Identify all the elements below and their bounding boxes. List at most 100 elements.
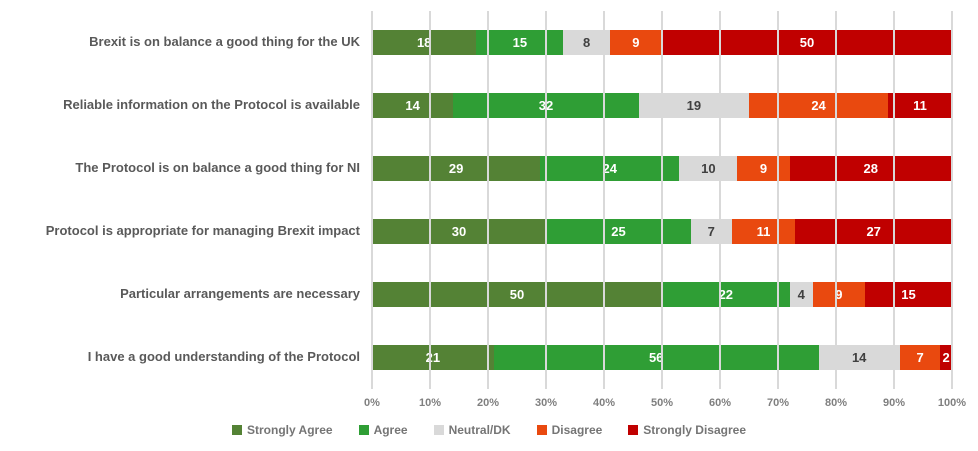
- segment-value-label: 11: [756, 224, 771, 239]
- segment-value-label: 25: [611, 224, 626, 239]
- category-label: Protocol is appropriate for managing Bre…: [45, 223, 360, 239]
- x-tick-label: 60%: [708, 397, 732, 409]
- bar-segment-agree: 15: [476, 30, 564, 55]
- x-tick-label: 40%: [592, 397, 616, 409]
- category-label: Brexit is on balance a good thing for th…: [89, 34, 360, 50]
- segment-value-label: 24: [811, 98, 826, 113]
- legend-label: Strongly Agree: [246, 423, 333, 437]
- legend-label: Neutral/DK: [448, 423, 511, 437]
- legend-label: Agree: [373, 423, 408, 437]
- plot-area: 1815895014321924112924109283025711275022…: [371, 11, 953, 389]
- bar-segment-strongly-disagree: 28: [789, 156, 952, 181]
- bar-row: 18 15 8 9 50: [372, 11, 952, 74]
- segment-value-label: 14: [851, 350, 867, 365]
- category-slot: The Protocol is on balance a good thing …: [0, 137, 366, 200]
- legend-item-strongly-agree: Strongly Agree: [231, 423, 333, 437]
- bar-segment-disagree: 11: [731, 219, 796, 244]
- stacked-bar: 30 25 7 11 27: [372, 219, 952, 244]
- segment-value-label: 10: [701, 161, 716, 176]
- bar-segment-strongly-disagree: 11: [888, 93, 952, 118]
- segment-value-label: 19: [686, 98, 702, 113]
- x-tick-label: 30%: [534, 397, 558, 409]
- legend: Strongly Agree Agree Neutral/DK Disagree Str…: [0, 423, 978, 437]
- bar-segment-neutral-dk: 14: [818, 345, 900, 370]
- x-tick-label: 100%: [937, 397, 967, 409]
- segment-value-label: 22: [718, 287, 734, 302]
- segment-value-label: 50: [509, 287, 525, 302]
- legend-item-strongly-disagree: Strongly Disagree: [628, 423, 746, 437]
- gridline: [661, 11, 663, 389]
- x-tick-label: 20%: [476, 397, 500, 409]
- category-label: Reliable information on the Protocol is …: [63, 97, 360, 113]
- legend-item-neutral-dk: Neutral/DK: [433, 423, 511, 437]
- bar-segment-strongly-disagree: 27: [795, 219, 952, 244]
- stacked-bar: 50 22 4 9 15: [372, 282, 952, 307]
- legend-marker-icon: [628, 425, 639, 435]
- segment-value-label: 9: [835, 287, 843, 302]
- segment-value-label: 50: [799, 35, 815, 50]
- category-label: The Protocol is on balance a good thing …: [75, 160, 360, 176]
- category-slot: Protocol is appropriate for managing Bre…: [0, 200, 366, 263]
- category-label: Particular arrangements are necessary: [120, 286, 360, 302]
- segment-value-label: 9: [759, 161, 768, 176]
- gridline: [951, 11, 953, 389]
- bar-segment-neutral-dk: 4: [789, 282, 813, 307]
- bar-segment-strongly-agree: 21: [372, 345, 494, 370]
- bar-segment-neutral-dk: 19: [638, 93, 749, 118]
- segment-value-label: 56: [648, 350, 664, 365]
- segment-value-label: 14: [405, 98, 420, 113]
- segment-value-label: 29: [448, 161, 464, 176]
- bar-segment-neutral-dk: 7: [691, 219, 732, 244]
- segment-value-label: 24: [602, 161, 618, 176]
- bar-segment-strongly-disagree: 2: [940, 345, 952, 370]
- legend-label: Disagree: [551, 423, 603, 437]
- bar-segment-agree: 56: [493, 345, 819, 370]
- bar-segment-disagree: 9: [609, 30, 662, 55]
- x-tick-label: 70%: [766, 397, 790, 409]
- legend-marker-icon: [433, 425, 444, 435]
- gridline: [893, 11, 895, 389]
- bar-segment-agree: 25: [546, 219, 691, 244]
- legend-marker-icon: [358, 425, 369, 435]
- segment-value-label: 7: [707, 224, 715, 239]
- category-slot: Reliable information on the Protocol is …: [0, 74, 366, 137]
- segment-value-label: 8: [582, 35, 591, 50]
- segment-value-label: 30: [451, 224, 467, 239]
- bar-segment-neutral-dk: 10: [679, 156, 738, 181]
- gridline: [487, 11, 489, 389]
- bar-segment-agree: 24: [540, 156, 680, 181]
- segment-value-label: 2: [942, 350, 950, 365]
- x-tick-label: 80%: [824, 397, 848, 409]
- stacked-bar: 18 15 8 9 50: [372, 30, 952, 55]
- segment-value-label: 21: [425, 350, 441, 365]
- bar-segment-disagree: 7: [899, 345, 941, 370]
- bar-segment-strongly-agree: 50: [372, 282, 662, 307]
- bar-segment-disagree: 24: [748, 93, 889, 118]
- gridline: [545, 11, 547, 389]
- bar-segment-disagree: 9: [812, 282, 865, 307]
- bar-segment-agree: 22: [662, 282, 790, 307]
- stacked-bar: 21 56 14 7 2: [372, 345, 952, 370]
- gridline: [603, 11, 605, 389]
- bar-row: 29 24 10 9 28: [372, 137, 952, 200]
- x-tick-label: 10%: [418, 397, 442, 409]
- bar-segment-strongly-agree: 29: [372, 156, 541, 181]
- gridline: [835, 11, 837, 389]
- category-labels-column: Brexit is on balance a good thing for th…: [0, 11, 366, 389]
- segment-value-label: 11: [913, 98, 927, 113]
- bar-segment-strongly-disagree: 50: [661, 30, 952, 55]
- bar-segment-strongly-agree: 18: [372, 30, 477, 55]
- bar-row: 21 56 14 7 2: [372, 326, 952, 389]
- bar-row: 50 22 4 9 15: [372, 263, 952, 326]
- legend-marker-icon: [536, 425, 547, 435]
- legend-marker-icon: [231, 425, 242, 435]
- gridline: [429, 11, 431, 389]
- bar-segment-disagree: 9: [737, 156, 790, 181]
- legend-item-agree: Agree: [358, 423, 408, 437]
- category-slot: Brexit is on balance a good thing for th…: [0, 11, 366, 74]
- segment-value-label: 9: [632, 35, 640, 50]
- stacked-bar: 29 24 10 9 28: [372, 156, 952, 181]
- segment-value-label: 4: [797, 287, 805, 302]
- bar-row: 30 25 7 11 27: [372, 200, 952, 263]
